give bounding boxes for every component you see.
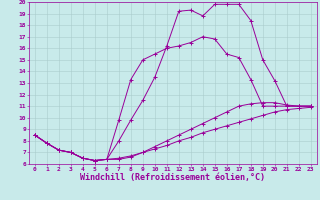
X-axis label: Windchill (Refroidissement éolien,°C): Windchill (Refroidissement éolien,°C) (80, 173, 265, 182)
